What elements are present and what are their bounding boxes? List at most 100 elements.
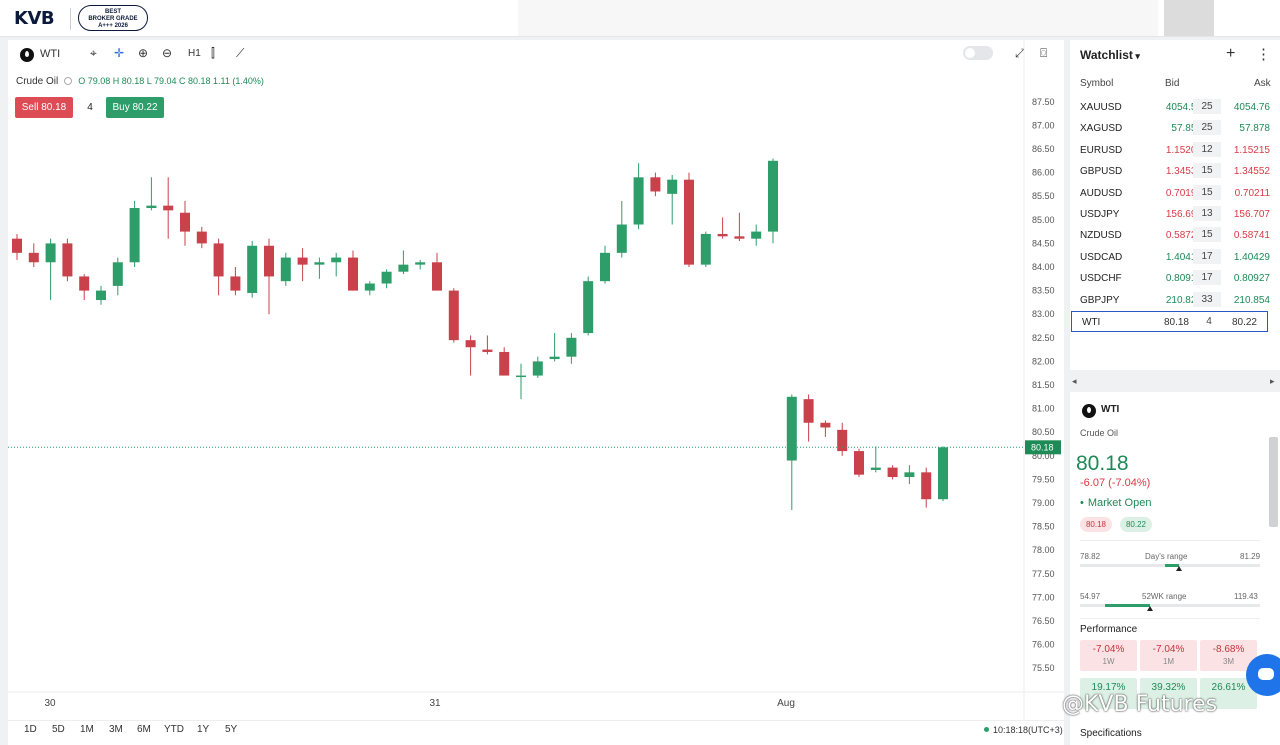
candle-body: [600, 252, 610, 282]
watermark-text: @KVB Futures: [1062, 692, 1218, 717]
watchlist-row[interactable]: GBPUSD 1.34537 15 1.34552: [1070, 161, 1280, 182]
period-1y[interactable]: 1Y: [197, 724, 210, 735]
row-symbol: GBPUSD: [1080, 166, 1123, 178]
watchlist-row[interactable]: USDCHF 0.80910 17 0.80927: [1070, 268, 1280, 289]
wk52-range-low: 54.97: [1080, 592, 1101, 601]
award-badge: BEST BROKER GRADE A+++ 2026: [78, 5, 148, 31]
period-1m[interactable]: 1M: [80, 724, 94, 735]
detail-symbol: WTI: [1101, 404, 1120, 415]
zoom-out-icon[interactable]: ⊖: [162, 46, 173, 60]
candle-body: [650, 177, 661, 192]
fullscreen-icon[interactable]: ⤢: [1015, 46, 1025, 60]
watchlist-row[interactable]: GBPJPY 210.821 33 210.854: [1070, 290, 1280, 311]
detail-change: -6.07 (-7.04%): [1080, 477, 1151, 489]
server-clock: 10:18:18(UTC+3): [984, 725, 1063, 735]
candle-body: [348, 257, 358, 291]
symbol-detail-panel: WTI Crude Oil 80.18 -6.07 (-7.04%) Marke…: [1070, 392, 1280, 745]
period-5d[interactable]: 5D: [52, 724, 65, 735]
candle-body: [751, 231, 762, 239]
candle-body: [247, 245, 258, 293]
badge-line-1: BEST: [104, 9, 121, 15]
collapse-left-icon[interactable]: ◂: [1072, 376, 1077, 386]
candle-body: [786, 396, 797, 461]
chart-symbol[interactable]: WTI: [40, 48, 61, 60]
chat-icon[interactable]: [1246, 654, 1280, 696]
row-bid: 4054.51: [1165, 102, 1202, 113]
candle-body: [28, 252, 39, 263]
period-5y[interactable]: 5Y: [225, 724, 238, 735]
indicators-icon[interactable]: ⟋: [236, 46, 245, 60]
performance-cell: 19.17%: [1080, 678, 1137, 709]
row-ask: 156.707: [1233, 209, 1270, 220]
candle-body: [196, 231, 207, 244]
top-bar: KVB BEST BROKER GRADE A+++ 2026: [0, 0, 1280, 37]
sell-price-pill[interactable]: 80.18: [1080, 517, 1112, 532]
watchlist-panel: Watchlist + ⋮ Symbol Bid Ask XAUUSD 4054.…: [1070, 40, 1280, 370]
performance-value: 26.61%: [1211, 682, 1246, 693]
candle-body: [854, 451, 864, 475]
watchlist-row[interactable]: NZDUSD 0.58726 15 0.58741: [1070, 225, 1280, 246]
period-6m[interactable]: 6M: [137, 724, 151, 735]
price-tick-label: 82.00: [1032, 356, 1055, 366]
buy-button[interactable]: Buy 80.22: [106, 97, 164, 118]
watchlist-row[interactable]: EURUSD 1.15202 12 1.15215: [1070, 140, 1280, 161]
candle-body: [633, 177, 644, 225]
spread-value: 4: [87, 102, 93, 113]
crosshair-icon[interactable]: ✛: [114, 46, 125, 60]
candle-body: [549, 356, 560, 360]
buy-price-pill[interactable]: 80.22: [1120, 517, 1152, 532]
top-bar-region: [518, 0, 1158, 36]
cursor-icon[interactable]: ⌖: [90, 46, 97, 60]
watchlist-row[interactable]: AUDUSD 0.70196 15 0.70211: [1070, 183, 1280, 204]
detail-price: 80.18: [1076, 452, 1129, 475]
candle-body: [904, 472, 915, 478]
row-bid: 210.821: [1165, 294, 1202, 306]
watchlist-row[interactable]: WTI 80.18 4 80.22: [1071, 311, 1268, 332]
specifications-title[interactable]: Specifications: [1080, 728, 1142, 739]
candlestick-chart[interactable]: 87.50 87.00 86.50 86.00 85.50 85.00 84.50 84.00…: [8, 40, 1064, 720]
candle-body: [717, 233, 728, 237]
zoom-in-icon[interactable]: ⊕: [138, 46, 149, 60]
performance-cell: -7.04% 1M: [1140, 640, 1197, 671]
watchlist-row[interactable]: XAUUSD 4054.51 25 4054.76: [1070, 97, 1280, 118]
row-bid: 0.58726: [1165, 230, 1202, 242]
sell-button[interactable]: Sell 80.18: [15, 97, 73, 118]
wk52-range-track: [1080, 604, 1260, 607]
watchlist-row[interactable]: XAGUSD 57.853 25 57.878: [1070, 118, 1280, 139]
more-icon[interactable]: ⋮: [1256, 46, 1271, 63]
candles-icon[interactable]: ⫿: [211, 46, 215, 60]
row-symbol: WTI: [1082, 317, 1101, 328]
kvb-logo[interactable]: KVB: [14, 8, 55, 29]
row-symbol: USDCHF: [1080, 273, 1122, 285]
candle-body: [684, 179, 694, 265]
watchlist-row[interactable]: USDCAD 1.40412 17 1.40429: [1070, 247, 1280, 268]
period-ytd[interactable]: YTD: [164, 724, 184, 735]
camera-icon[interactable]: ⌼: [1040, 46, 1048, 60]
watchlist-row[interactable]: USDJPY 156.694 13 156.707: [1070, 204, 1280, 225]
candle-body: [583, 281, 594, 334]
candle-body: [213, 243, 224, 277]
chart-name: Crude Oil: [16, 76, 59, 87]
chart-panel: WTI ⌖ ✛ ⊕ ⊖ H1 ⫿ ⟋ ⤢ ⌼ Crude Oil O 79.08 …: [8, 40, 1064, 745]
candle-body: [432, 262, 442, 291]
period-1d[interactable]: 1D: [24, 724, 37, 735]
period-3m[interactable]: 3M: [109, 724, 123, 735]
candle-body: [700, 233, 711, 265]
candle-body: [837, 429, 848, 452]
candle-body: [482, 349, 493, 352]
detail-scrollbar[interactable]: [1269, 437, 1278, 527]
performance-cell: 39.32%: [1140, 678, 1197, 709]
price-tick-label: 75.50: [1032, 663, 1055, 673]
performance-value: 39.32%: [1151, 682, 1186, 693]
timeframe-button[interactable]: H1: [188, 48, 201, 59]
chart-toggle[interactable]: [963, 46, 993, 60]
candle-body: [314, 262, 325, 265]
row-spread: 17: [1193, 270, 1221, 286]
candle-body: [79, 276, 90, 291]
watchlist-title[interactable]: Watchlist: [1080, 48, 1140, 62]
collapse-right-icon[interactable]: ▸: [1270, 376, 1275, 386]
row-spread: 15: [1193, 227, 1221, 243]
candle-body: [921, 472, 932, 500]
visibility-icon[interactable]: [64, 77, 73, 85]
add-symbol-icon[interactable]: +: [1226, 45, 1236, 62]
